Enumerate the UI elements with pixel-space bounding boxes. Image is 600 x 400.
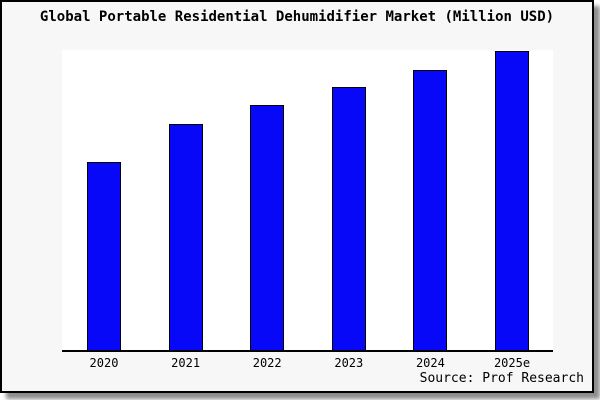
source-text: Source: Prof Research bbox=[419, 371, 584, 386]
chart-title: Global Portable Residential Dehumidifier… bbox=[39, 9, 555, 25]
x-tick-label-2021: 2021 bbox=[171, 356, 201, 370]
plot-area bbox=[62, 50, 553, 352]
bar-2023 bbox=[331, 87, 366, 350]
x-tick-label-2023: 2023 bbox=[334, 356, 364, 370]
bar-2021 bbox=[168, 124, 203, 350]
x-axis-labels: 2020 2021 2022 2023 2024 2025e bbox=[62, 356, 553, 372]
bar-2024 bbox=[413, 70, 448, 350]
bar-2020 bbox=[87, 162, 121, 350]
x-tick-label-2025e: 2025e bbox=[493, 356, 531, 370]
x-tick-label-2022: 2022 bbox=[252, 356, 282, 370]
bar-2025e bbox=[495, 51, 529, 350]
bar-2022 bbox=[250, 105, 285, 350]
chart-card: Global Portable Residential Dehumidifier… bbox=[0, 0, 594, 393]
x-tick-label-2024: 2024 bbox=[415, 356, 445, 370]
x-tick-label-2020: 2020 bbox=[89, 356, 119, 370]
